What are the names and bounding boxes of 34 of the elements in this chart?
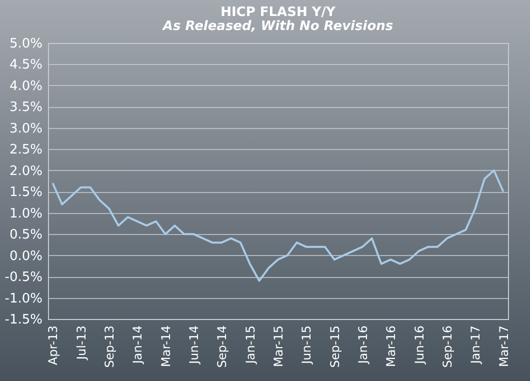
x-tick-label: Jul-13 <box>74 326 88 361</box>
x-tick-label: Jan-14 <box>130 326 145 365</box>
x-tick-label: Jan-16 <box>356 326 370 365</box>
x-tick-label: Sep-13 <box>102 326 117 368</box>
x-tick-label: Mar-17 <box>496 326 511 367</box>
chart-subtitle: As Released, With No Revisions <box>162 19 394 34</box>
x-tick-label: Mar-16 <box>384 326 398 367</box>
x-tick-label: Mar-15 <box>272 326 286 367</box>
x-tick-label: Jun-16 <box>412 326 426 365</box>
x-tick-label: Jun-14 <box>187 326 202 365</box>
x-tick-label: Apr-13 <box>46 326 60 366</box>
y-tick-label: 2.5% <box>9 142 42 158</box>
x-tick-label: Jan-17 <box>468 326 483 365</box>
y-tick-label: 2.0% <box>9 164 42 179</box>
y-tick-label: 0.0% <box>9 248 42 264</box>
x-tick-label: Jun-15 <box>300 326 314 365</box>
x-tick-label: Sep-14 <box>215 326 230 368</box>
y-tick-label: -1.5% <box>4 312 42 328</box>
chart-title: HICP FLASH Y/Y <box>220 5 336 20</box>
y-tick-label: 4.5% <box>9 58 42 73</box>
y-tick-label: 1.5% <box>9 185 42 200</box>
y-tick-label: 4.0% <box>9 78 42 94</box>
x-tick-label: Sep-15 <box>328 326 342 368</box>
y-tick-label: 3.0% <box>9 121 42 136</box>
y-tick-label: -0.5% <box>4 270 42 286</box>
y-tick-label: -1.0% <box>4 291 42 306</box>
y-tick-label: 3.5% <box>9 100 42 116</box>
x-tick-label: Sep-16 <box>440 326 454 368</box>
line-series <box>52 169 504 282</box>
x-tick-label: Mar-14 <box>158 326 173 367</box>
y-tick-label: 0.5% <box>9 228 42 243</box>
x-tick-label: Jan-15 <box>243 326 258 365</box>
y-tick-label: 5.0% <box>9 36 42 52</box>
y-tick-label: 1.0% <box>9 206 42 222</box>
